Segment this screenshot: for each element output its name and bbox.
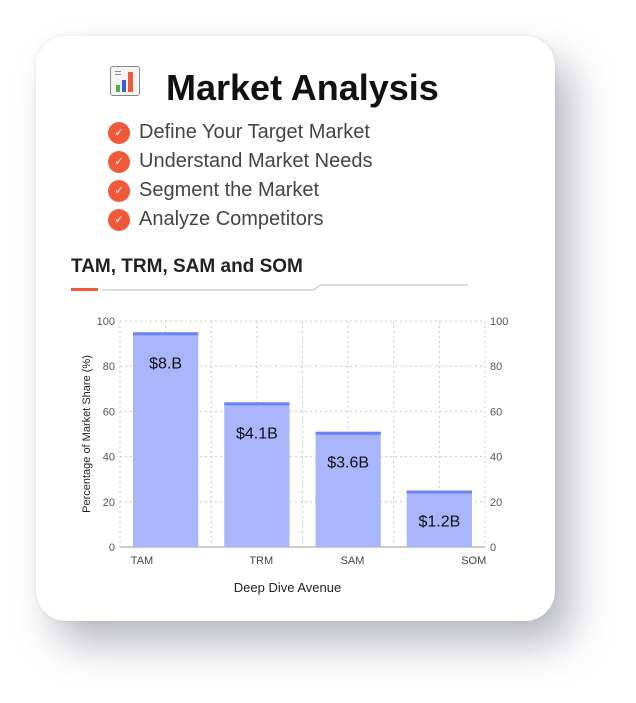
list-item: ✓ Understand Market Needs [108, 147, 372, 176]
y2-tick-label: 60 [490, 406, 502, 418]
x-tick-label: TAM [131, 555, 153, 567]
y-tick-label: 100 [97, 316, 115, 328]
title-underline [71, 284, 468, 291]
y-tick-label: 40 [103, 452, 115, 464]
bar-chart-icon [110, 66, 140, 96]
bar-trm [224, 402, 290, 547]
check-icon: ✓ [108, 121, 130, 144]
data-label: $8.B [149, 355, 182, 372]
bar-top-trm [224, 402, 290, 406]
list-item: ✓ Analyze Competitors [108, 205, 372, 234]
y2-tick-label: 80 [490, 361, 502, 373]
y2-tick-label: 0 [490, 542, 496, 554]
check-icon: ✓ [108, 150, 130, 173]
bar-tam [133, 332, 199, 547]
y-tick-label: 20 [103, 497, 115, 509]
data-label: $1.2B [418, 514, 460, 531]
chart-title: TAM, TRM, SAM and SOM [71, 256, 303, 277]
bar-som [406, 490, 472, 547]
y-tick-label: 80 [103, 361, 115, 373]
bar-top-som [406, 490, 472, 494]
x-axis-label: Deep Dive Avenue [234, 580, 341, 595]
page-title: Market Analysis [166, 67, 439, 108]
list-item: ✓ Define Your Target Market [108, 118, 372, 147]
list-item: ✓ Segment the Market [108, 176, 372, 205]
x-tick-label: TRM [249, 555, 273, 567]
bar-sam [315, 431, 381, 547]
check-icon: ✓ [108, 208, 130, 231]
y2-tick-label: 40 [490, 452, 502, 464]
y-tick-label: 60 [103, 406, 115, 418]
y2-tick-label: 20 [490, 497, 502, 509]
bar-top-tam [133, 332, 199, 336]
x-tick-label: SAM [341, 555, 365, 567]
y-axis-label: Percentage of Market Share (%) [81, 355, 93, 513]
x-tick-label: SOM [461, 555, 486, 567]
y2-tick-label: 100 [490, 316, 508, 328]
data-label: $4.1B [236, 425, 278, 442]
checklist: ✓ Define Your Target Market ✓ Understand M… [108, 118, 372, 234]
bar-top-sam [315, 431, 381, 435]
data-label: $3.6B [327, 455, 369, 472]
y-tick-label: 0 [109, 542, 115, 554]
check-icon: ✓ [108, 179, 130, 202]
title-icon-wrap [110, 66, 140, 96]
